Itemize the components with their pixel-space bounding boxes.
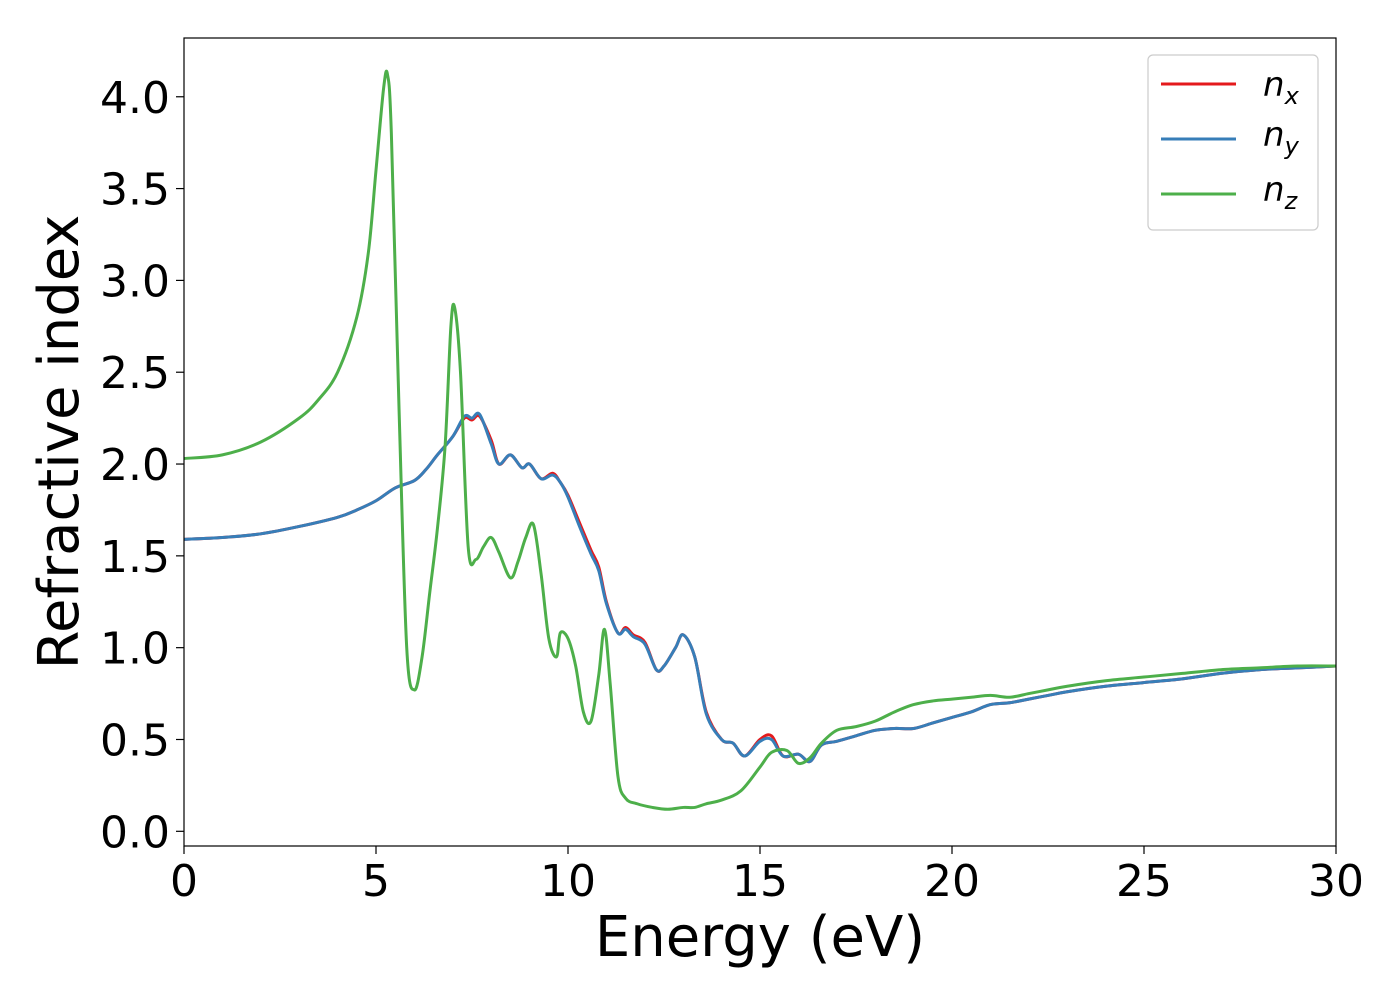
legend-label-nx: nx	[1263, 65, 1300, 110]
y-tick-label: 1.0	[100, 624, 170, 675]
x-axis-title: Energy (eV)	[595, 905, 925, 970]
legend: nx ny nz	[1147, 54, 1319, 231]
y-tick-label: 2.5	[100, 348, 170, 399]
series-line-nz	[183, 69, 1337, 811]
y-axis: 0.0 0.5 1.0 1.5 2.0 2.5 3.0 3.5 4.0	[100, 73, 184, 858]
series-line-ny	[183, 411, 1337, 764]
legend-frame	[1147, 54, 1319, 231]
x-tick-label: 20	[924, 856, 980, 907]
legend-label-ny: ny	[1263, 115, 1300, 160]
y-tick-label: 3.0	[100, 256, 170, 307]
y-tick-label: 0.5	[100, 715, 170, 766]
y-tick-label: 3.5	[100, 165, 170, 216]
y-tick-label: 0.0	[100, 807, 170, 858]
legend-label-nz: nz	[1263, 170, 1299, 215]
x-tick-label: 15	[732, 856, 788, 907]
x-tick-label: 25	[1116, 856, 1172, 907]
x-tick-label: 5	[362, 856, 390, 907]
x-tick-label: 10	[540, 856, 596, 907]
x-tick-label: 30	[1308, 856, 1364, 907]
y-tick-label: 1.5	[100, 532, 170, 583]
x-tick-label: 0	[170, 856, 198, 907]
y-tick-label: 4.0	[100, 73, 170, 124]
series-layer	[183, 69, 1337, 811]
y-tick-label: 2.0	[100, 440, 170, 491]
x-axis: 0 5 10 15 20 25 30	[170, 846, 1364, 907]
y-axis-title: Refractive index	[27, 215, 92, 670]
